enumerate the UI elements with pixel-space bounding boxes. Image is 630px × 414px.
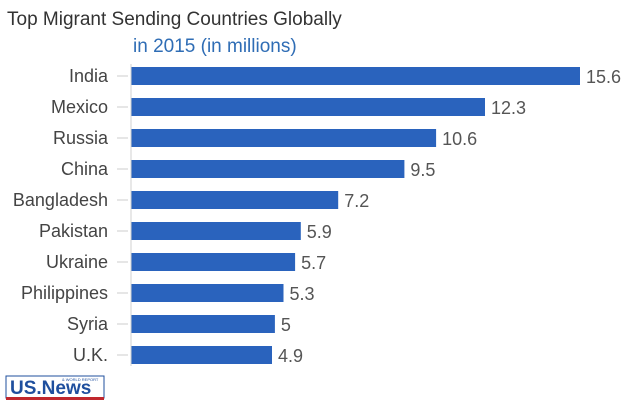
value-label: 7.2 bbox=[344, 191, 369, 211]
value-label: 10.6 bbox=[442, 129, 477, 149]
category-label: China bbox=[61, 159, 109, 179]
category-label: Mexico bbox=[51, 97, 108, 117]
value-label: 4.9 bbox=[278, 346, 303, 366]
value-label: 5.3 bbox=[290, 284, 315, 304]
bar bbox=[131, 222, 301, 240]
value-label: 5.9 bbox=[307, 222, 332, 242]
bar bbox=[131, 129, 437, 147]
bars-layer: India 15.6 Mexico 12.3 Russia 10.6 China 9.5 Ban… bbox=[13, 66, 621, 366]
bar bbox=[131, 346, 272, 364]
category-label: Russia bbox=[53, 128, 109, 148]
bar bbox=[131, 191, 339, 209]
category-label: U.K. bbox=[73, 345, 108, 365]
us-news-logo: US.News & WORLD REPORT bbox=[5, 375, 105, 400]
chart-title: Top Migrant Sending Countries Globally bbox=[7, 9, 342, 30]
value-label: 12.3 bbox=[491, 98, 526, 118]
value-label: 5.7 bbox=[301, 253, 326, 273]
bar bbox=[131, 284, 284, 302]
logo-subtext: & WORLD REPORT bbox=[62, 377, 99, 382]
category-label: Bangladesh bbox=[13, 190, 108, 210]
logo-wordmark: US.News bbox=[10, 378, 91, 399]
value-label: 5 bbox=[281, 315, 291, 335]
logo-red-stripe bbox=[6, 397, 104, 400]
category-label: Pakistan bbox=[39, 221, 108, 241]
chart-subtitle: in 2015 (in millions) bbox=[133, 36, 297, 57]
bar bbox=[131, 315, 275, 333]
bar bbox=[131, 67, 580, 85]
value-label: 15.6 bbox=[586, 67, 621, 87]
category-label: India bbox=[69, 66, 109, 86]
category-label: Philippines bbox=[21, 283, 108, 303]
bar bbox=[131, 98, 485, 116]
value-label: 9.5 bbox=[410, 160, 435, 180]
category-label: Syria bbox=[67, 314, 109, 334]
category-label: Ukraine bbox=[46, 252, 108, 272]
bar bbox=[131, 253, 296, 271]
bar bbox=[131, 160, 405, 178]
